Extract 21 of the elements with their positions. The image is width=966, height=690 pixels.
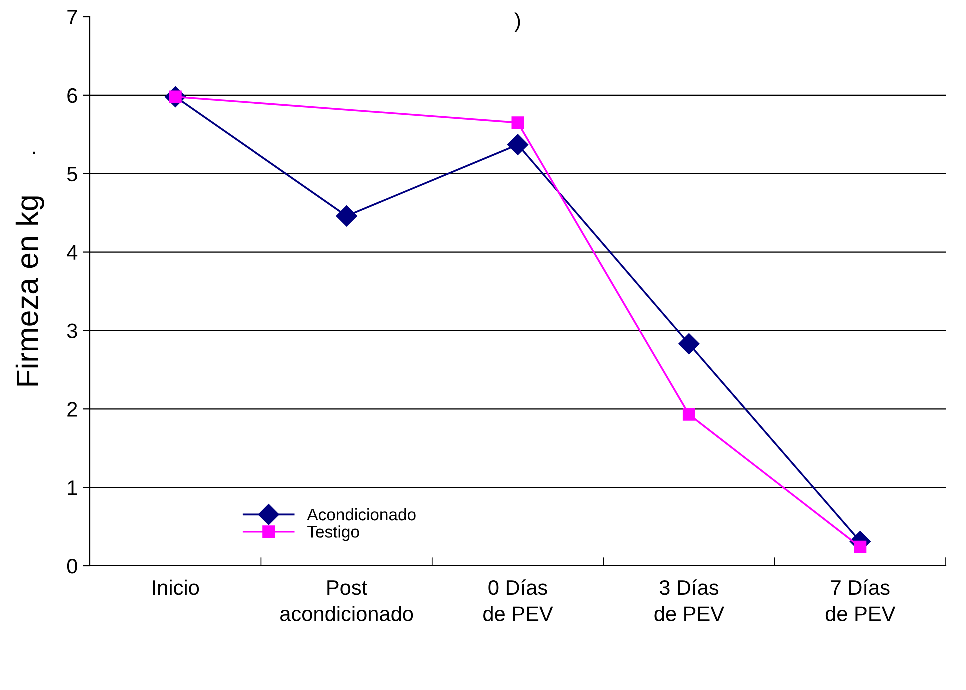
y-tick-label: 6 xyxy=(68,88,78,104)
x-tick-label: Inicio xyxy=(153,580,200,596)
point xyxy=(678,334,700,355)
x-tick-label: 7 Días de PEV xyxy=(826,580,896,622)
y-tick-label: 4 xyxy=(67,246,78,260)
y-tick-label: 2 xyxy=(68,402,78,417)
legend-label: Acondicionado xyxy=(307,508,416,521)
x-tick-label: 3 Días de PEV xyxy=(654,580,724,622)
chart-title: ) xyxy=(514,12,520,32)
x-tick-label: Post acondicionado xyxy=(280,580,414,622)
text: . xyxy=(33,152,36,154)
legend-label: Testigo xyxy=(308,526,360,542)
y-axis-title: Firmeza en kg xyxy=(16,196,44,386)
y-tick-label: 5 xyxy=(67,167,78,182)
y-tick-label: 7 xyxy=(68,10,78,25)
y-tick-label: 1 xyxy=(68,480,78,496)
y-tick-label: 0 xyxy=(67,559,78,574)
x-tick-label: 0 Días de PEV xyxy=(484,580,554,622)
point xyxy=(507,134,529,156)
y-tick-label: 3 xyxy=(67,324,78,338)
point xyxy=(336,206,358,227)
